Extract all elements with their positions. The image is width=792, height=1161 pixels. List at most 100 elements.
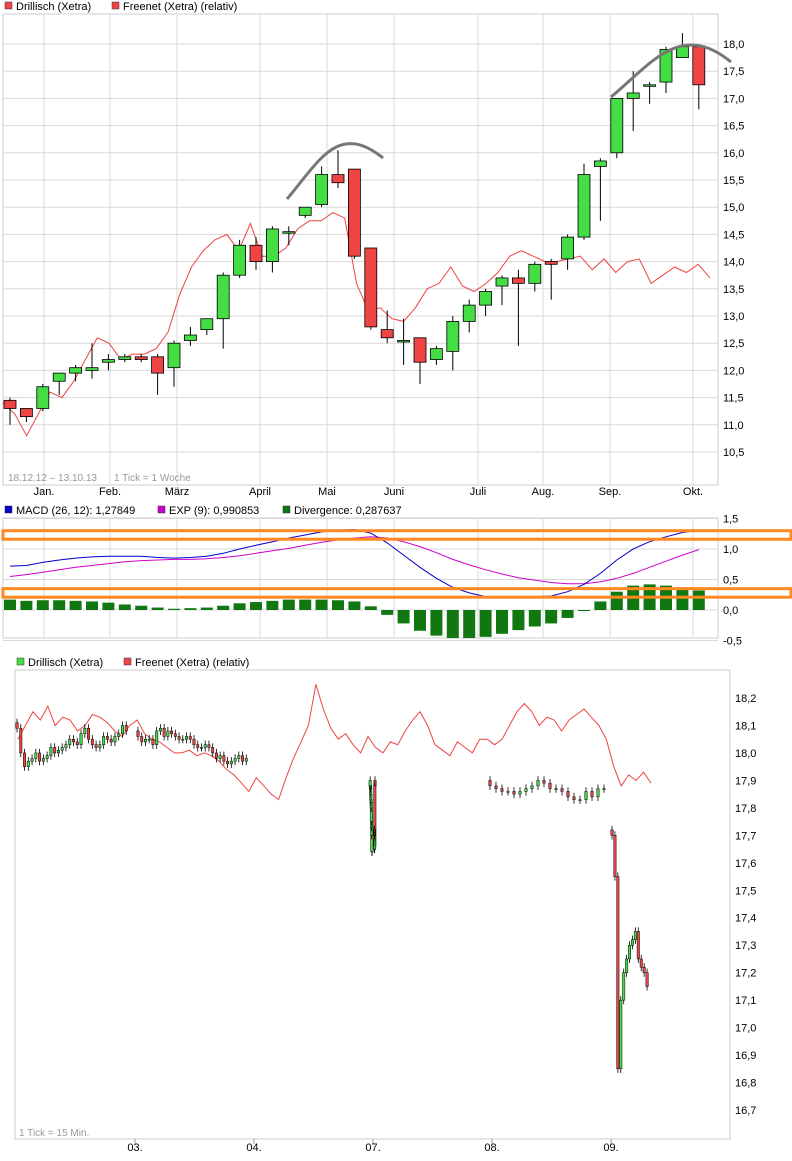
divergence-bar (200, 607, 213, 610)
bottom-y-tick-label: 18,2 (735, 693, 756, 705)
intraday-candle (572, 792, 576, 804)
divergence-bar (20, 600, 33, 610)
top-month-label: Juni (384, 486, 404, 498)
top-month-label: Juli (470, 486, 487, 498)
intraday-candle (500, 784, 504, 796)
top-y-tick-label: 16,5 (723, 121, 744, 133)
weekly-candle (512, 269, 525, 346)
divergence-bar (479, 610, 492, 637)
top-tick-text: 1 Tick = 1 Woche (114, 473, 191, 484)
divergence-bar (282, 599, 295, 610)
divergence-bar (561, 610, 574, 618)
weekly-candle (380, 310, 394, 344)
bottom-legend-box-1 (16, 657, 25, 666)
intraday-candle (200, 743, 203, 752)
intraday-candle (68, 735, 72, 749)
intraday-candle (619, 996, 623, 1073)
intraday-candle (368, 776, 372, 791)
divergence-bar (594, 601, 607, 610)
bottom-y-tick-label: 16,7 (735, 1105, 756, 1117)
divergence-bar (364, 606, 377, 610)
weekly-candle (610, 98, 624, 159)
weekly-candle (364, 247, 378, 330)
intraday-candle (158, 724, 162, 736)
intraday-candle (105, 732, 109, 744)
weekly-candle (282, 226, 296, 246)
weekly-candle (397, 318, 411, 365)
intraday-candle (45, 751, 49, 763)
divergence-bar (332, 600, 344, 610)
top-legend-drillisch: Drillisch (Xetra) (16, 1, 91, 13)
divergence-bar (69, 600, 82, 610)
top-y-tick-label: 13,0 (723, 311, 744, 323)
intraday-candle (192, 735, 196, 749)
macd-legend-exp: EXP (9): 0,990853 (169, 505, 259, 517)
weekly-candle (118, 354, 132, 363)
divergence-bar (250, 602, 262, 610)
weekly-candle (479, 288, 493, 316)
top-range-text: 18.12.12 – 13.10.13 (8, 473, 97, 484)
intraday-candle (117, 729, 121, 741)
bottom-y-tick-label: 17,5 (735, 885, 756, 897)
intraday-candle (554, 784, 558, 793)
weekly-candle (3, 397, 17, 425)
weekly-candle (331, 150, 345, 189)
weekly-candle (413, 337, 427, 384)
divergence-bar (233, 603, 246, 610)
divergence-bar (676, 587, 689, 610)
intraday-candle (64, 740, 68, 752)
bottom-y-tick-label: 17,6 (735, 858, 756, 870)
intraday-candle (596, 784, 600, 801)
intraday-candle (237, 751, 241, 763)
intraday-candle (60, 743, 64, 755)
top-y-tick-label: 17,0 (723, 93, 744, 105)
intraday-candle (53, 743, 57, 758)
intraday-candle (229, 757, 233, 769)
weekly-candle (52, 372, 66, 395)
intraday-candle (72, 735, 75, 747)
intraday-candle (124, 721, 128, 736)
weekly-candle (216, 272, 230, 349)
intraday-candle (566, 787, 570, 801)
weekly-candle (36, 384, 50, 412)
intraday-candle (121, 721, 124, 738)
divergence-bar (4, 599, 16, 610)
top-y-tick-label: 13,5 (723, 284, 744, 296)
intraday-candle (488, 776, 492, 791)
highlight-band (1, 529, 792, 541)
highlight-band (1, 587, 792, 599)
bottom-y-tick-label: 17,3 (735, 940, 756, 952)
macd-legend-macd: MACD (26, 12): 1,27849 (16, 505, 135, 517)
intraday-candle (188, 732, 192, 744)
top-month-label: Aug. (532, 486, 555, 498)
intraday-candle (90, 735, 94, 749)
bottom-y-tick-label: 17,8 (735, 803, 756, 815)
intraday-candle (625, 954, 629, 977)
intraday-candle (49, 743, 53, 760)
bottom-y-tick-label: 18,1 (735, 720, 756, 732)
weekly-candle (347, 168, 361, 259)
weekly-candle (577, 163, 591, 240)
intraday-candle (241, 751, 244, 766)
intraday-candle (23, 748, 26, 771)
top-month-label: Sep. (599, 486, 622, 498)
bottom-y-tick-label: 18,0 (735, 748, 756, 760)
intraday-candle (166, 726, 170, 741)
intraday-candle (102, 732, 106, 749)
intraday-candle (494, 781, 498, 793)
weekly-candle (626, 71, 640, 132)
weekly-candle (594, 158, 607, 221)
top-y-tick-label: 17,5 (723, 66, 744, 78)
bottom-legend-drillisch: Drillisch (Xetra) (28, 657, 103, 669)
divergence-bar (184, 608, 197, 610)
bottom-day-label: 09. (603, 1142, 618, 1154)
intraday-candle (633, 927, 637, 944)
weekly-candle (233, 239, 247, 278)
divergence-bar (463, 610, 476, 639)
intraday-candle (613, 831, 617, 881)
divergence-bar (315, 599, 328, 610)
weekly-candle (249, 237, 263, 270)
macd-y-tick-label: -0,5 (723, 636, 742, 648)
divergence-bar (53, 600, 66, 610)
bottom-day-label: 03. (127, 1142, 142, 1154)
